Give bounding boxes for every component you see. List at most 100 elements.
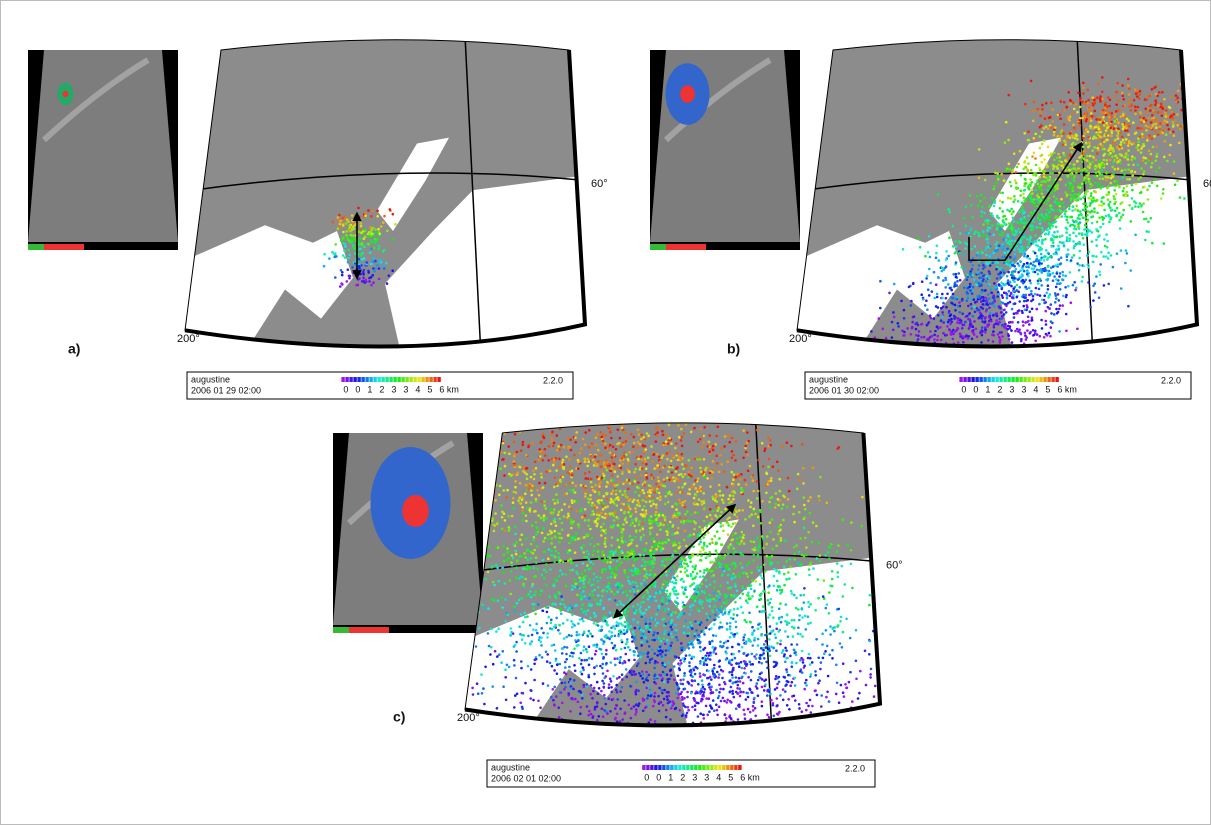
particle	[999, 276, 1002, 279]
particle	[651, 499, 654, 503]
particle	[836, 571, 840, 574]
particle	[742, 536, 745, 540]
particle	[676, 592, 680, 596]
particle	[517, 499, 520, 502]
particle	[658, 686, 661, 690]
particle	[1092, 254, 1095, 258]
particle	[1068, 233, 1071, 237]
particle	[965, 278, 969, 282]
particle	[1098, 118, 1101, 121]
particle	[551, 688, 555, 691]
particle	[571, 536, 575, 540]
particle	[643, 483, 646, 487]
particle	[1039, 235, 1043, 238]
particle	[1062, 132, 1065, 135]
particle	[592, 583, 595, 586]
particle	[932, 317, 936, 320]
particle	[793, 520, 796, 524]
particle	[564, 685, 567, 689]
particle	[559, 443, 563, 447]
particle	[936, 338, 939, 342]
particle	[1065, 218, 1069, 222]
particle	[703, 591, 706, 595]
particle	[972, 333, 976, 336]
particle	[1150, 165, 1153, 169]
particle	[1030, 289, 1033, 293]
particle	[973, 305, 976, 309]
particle	[592, 464, 596, 467]
particle	[1105, 233, 1108, 236]
particle	[1017, 264, 1021, 267]
particle	[746, 453, 750, 457]
particle	[934, 305, 938, 308]
particle	[911, 315, 915, 319]
particle	[1083, 233, 1087, 236]
particle	[653, 540, 656, 543]
particle	[978, 311, 982, 315]
particle	[1054, 264, 1057, 267]
particle	[1082, 81, 1085, 85]
particle	[713, 663, 716, 667]
particle	[1057, 258, 1061, 261]
particle	[942, 268, 945, 272]
particle	[1037, 239, 1041, 242]
particle	[990, 196, 994, 200]
particle	[619, 707, 622, 711]
particle	[892, 315, 896, 319]
particle	[510, 564, 514, 567]
particle	[531, 582, 535, 586]
particle	[988, 226, 992, 230]
particle	[495, 707, 499, 710]
panel-label: b)	[727, 341, 740, 357]
particle	[984, 316, 987, 319]
particle	[1108, 220, 1111, 224]
particle	[643, 633, 647, 636]
particle	[1098, 216, 1101, 219]
particle	[998, 331, 1002, 334]
particle	[1107, 251, 1110, 255]
particle	[1061, 294, 1065, 298]
particle	[708, 604, 711, 608]
particle	[1176, 113, 1179, 116]
particle	[922, 335, 926, 339]
particle	[1047, 269, 1051, 273]
particle	[967, 304, 970, 308]
particle	[340, 273, 344, 277]
particle	[581, 633, 585, 637]
particle	[1161, 192, 1165, 195]
particle	[692, 496, 696, 500]
colorbar-cell	[971, 377, 975, 382]
particle	[1054, 126, 1057, 129]
particle	[487, 607, 490, 610]
particle	[1053, 151, 1056, 155]
particle	[1030, 267, 1034, 270]
particle	[1115, 103, 1118, 106]
particle	[715, 434, 718, 438]
colorbar-cell	[425, 377, 429, 382]
particle	[968, 325, 972, 328]
particle	[571, 488, 575, 492]
particle	[984, 289, 987, 292]
particle	[755, 497, 759, 500]
particle	[634, 467, 637, 471]
particle	[1114, 154, 1117, 158]
particle	[616, 483, 619, 487]
particle	[579, 662, 583, 666]
particle	[668, 580, 672, 583]
particle	[573, 669, 577, 673]
particle	[811, 521, 815, 524]
particle	[570, 588, 574, 591]
particle	[785, 670, 789, 674]
particle	[644, 569, 648, 573]
particle	[559, 602, 562, 606]
particle	[947, 309, 951, 313]
particle	[1164, 109, 1168, 112]
particle	[645, 732, 648, 735]
particle	[579, 705, 583, 709]
particle	[1113, 167, 1117, 171]
particle	[551, 444, 555, 448]
particle	[1058, 138, 1062, 142]
particle	[1058, 275, 1061, 278]
particle	[970, 292, 974, 295]
particle	[614, 599, 617, 602]
